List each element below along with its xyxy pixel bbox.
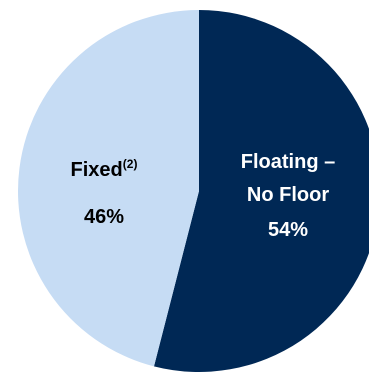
floating-label-line-1: Floating –: [241, 151, 335, 173]
slice-layer: [17, 10, 369, 372]
fixed-label-group: Fixed(2) 46%: [71, 157, 138, 228]
fixed-label: Fixed(2): [71, 157, 138, 181]
fixed-slice: [17, 10, 199, 367]
floating-label-line-2: No Floor: [247, 184, 329, 206]
fixed-label-superscript: (2): [123, 157, 138, 171]
floating-label-group: Floating – No Floor 54%: [241, 151, 335, 241]
floating-slice: [153, 10, 369, 372]
floating-value-label: 54%: [268, 219, 308, 241]
fixed-value-label: 46%: [84, 206, 124, 228]
fixed-label-text: Fixed: [71, 159, 123, 181]
